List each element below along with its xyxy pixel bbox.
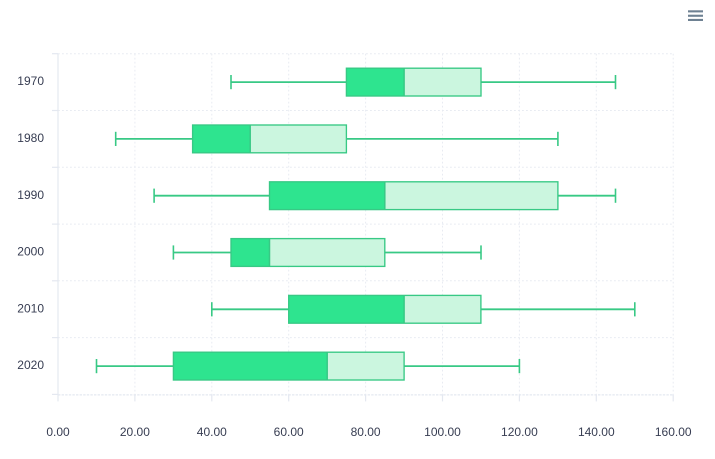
svg-text:20.00: 20.00 xyxy=(120,425,150,439)
svg-text:160.00: 160.00 xyxy=(655,425,692,439)
svg-text:0.00: 0.00 xyxy=(46,425,70,439)
svg-text:1970: 1970 xyxy=(17,74,44,88)
svg-text:1990: 1990 xyxy=(17,188,44,202)
svg-text:40.00: 40.00 xyxy=(197,425,227,439)
svg-text:120.00: 120.00 xyxy=(501,425,538,439)
svg-text:2020: 2020 xyxy=(17,358,44,372)
svg-text:2010: 2010 xyxy=(17,301,44,315)
svg-text:80.00: 80.00 xyxy=(351,425,381,439)
svg-text:2000: 2000 xyxy=(17,245,44,259)
svg-text:140.00: 140.00 xyxy=(578,425,615,439)
svg-text:100.00: 100.00 xyxy=(424,425,461,439)
svg-text:1980: 1980 xyxy=(17,131,44,145)
svg-text:60.00: 60.00 xyxy=(274,425,304,439)
